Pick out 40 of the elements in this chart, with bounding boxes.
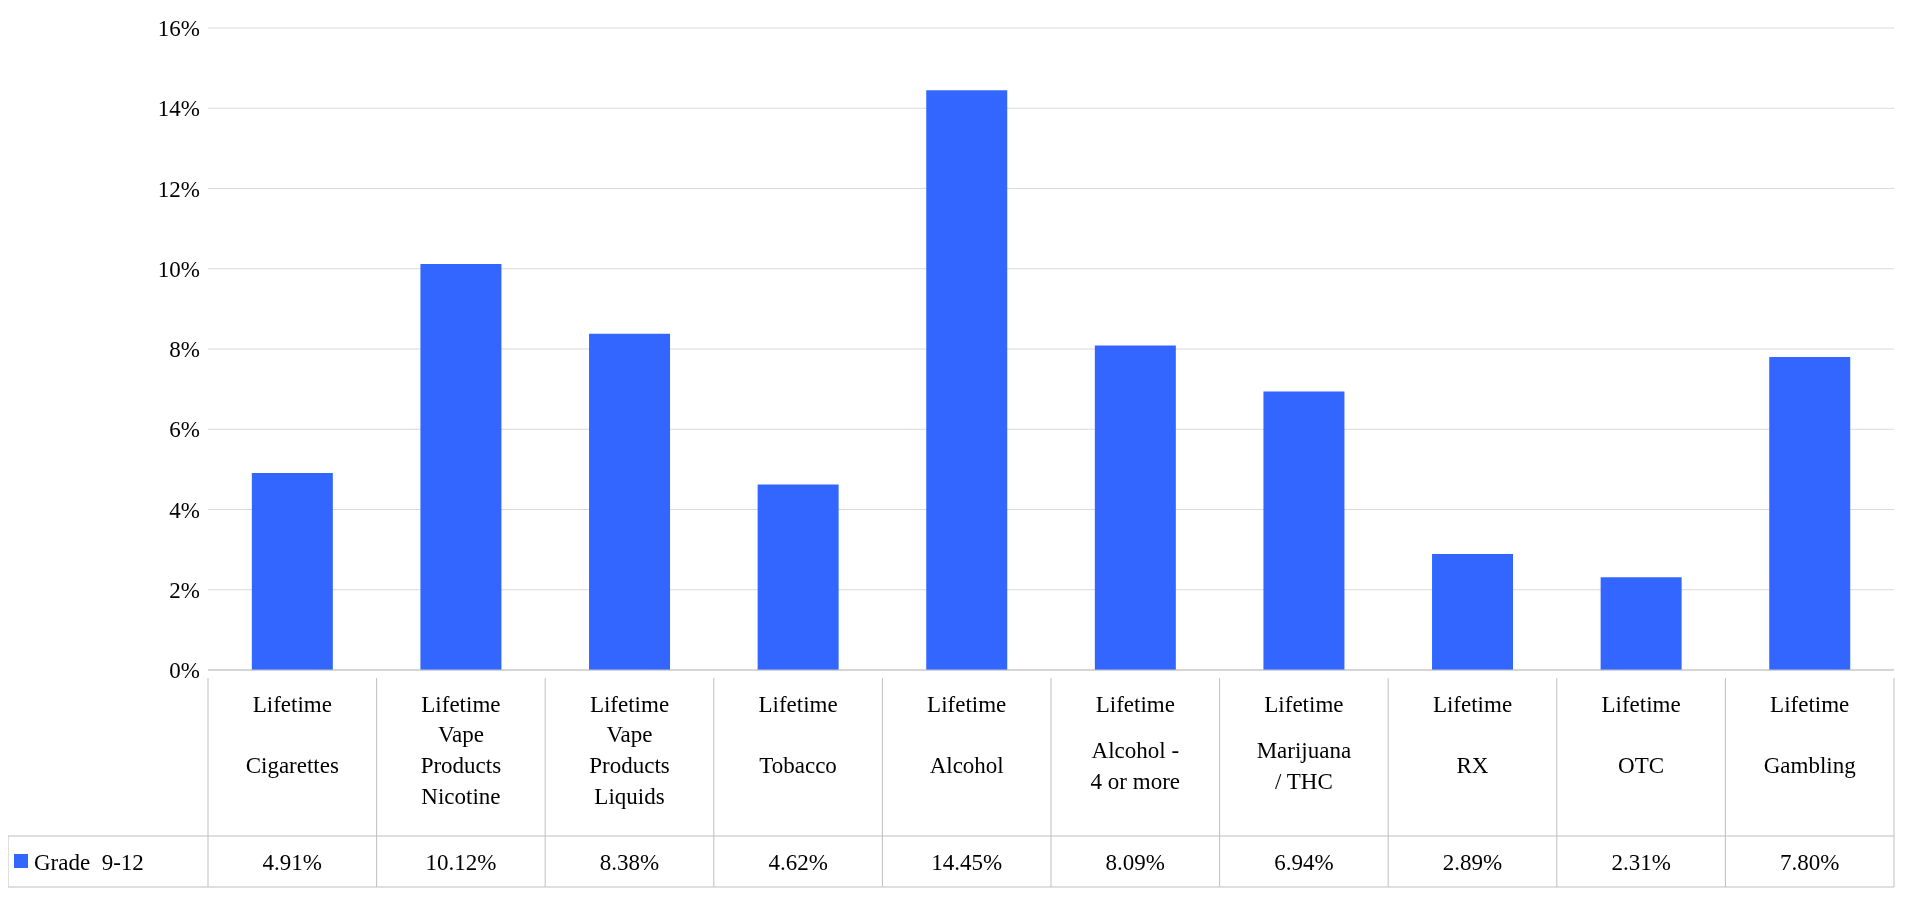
bar — [251, 472, 333, 670]
bar — [1263, 391, 1345, 670]
bar — [757, 484, 839, 670]
bar — [1769, 357, 1851, 670]
x-tick-label: Lifetime Vape Products Liquids — [589, 692, 670, 809]
y-tick-label: 6% — [169, 417, 200, 443]
y-tick-label: 12% — [157, 176, 200, 202]
data-label: 2.31% — [1611, 850, 1671, 875]
data-label: 8.09% — [1105, 850, 1166, 875]
data-label: 2.89% — [1442, 850, 1503, 875]
y-tick-label: 16% — [157, 16, 200, 42]
x-tick-label: Lifetime Alcohol - 4 or more — [1090, 692, 1181, 794]
bar — [1432, 554, 1514, 670]
bar — [420, 263, 502, 670]
bar — [1094, 345, 1176, 670]
bar — [589, 333, 671, 670]
y-tick-label: 4% — [169, 497, 200, 523]
legend-label: Grade 9-12 — [34, 850, 144, 875]
x-tick-label: Lifetime Marijuana / THC — [1256, 692, 1352, 794]
y-tick-label: 14% — [157, 96, 200, 122]
data-label: 8.38% — [599, 850, 660, 875]
data-label: 4.91% — [262, 850, 323, 875]
y-tick-label: 10% — [157, 256, 200, 282]
data-label: 6.94% — [1274, 850, 1334, 875]
category-label: Lifetime Gambling — [1763, 692, 1856, 778]
y-tick-label: 0% — [169, 658, 200, 684]
category-label: Lifetime Cigarettes — [245, 692, 339, 778]
category-label: Lifetime Alcohol — [927, 692, 1007, 778]
x-tick-label: Lifetime Vape Products Nicotine — [420, 692, 502, 809]
category-label: Lifetime RX — [1432, 692, 1513, 778]
category-label: Lifetime Tobacco — [758, 692, 838, 778]
data-label: 10.12% — [425, 850, 497, 875]
y-tick-label: 8% — [169, 337, 200, 363]
y-tick-label: 2% — [169, 577, 200, 603]
data-label: 4.62% — [768, 850, 828, 875]
data-label: 7.80% — [1779, 850, 1840, 875]
bar — [1600, 577, 1682, 670]
data-label: 14.45% — [931, 850, 1003, 875]
bar — [926, 90, 1008, 670]
category-label: Lifetime OTC — [1601, 692, 1681, 778]
